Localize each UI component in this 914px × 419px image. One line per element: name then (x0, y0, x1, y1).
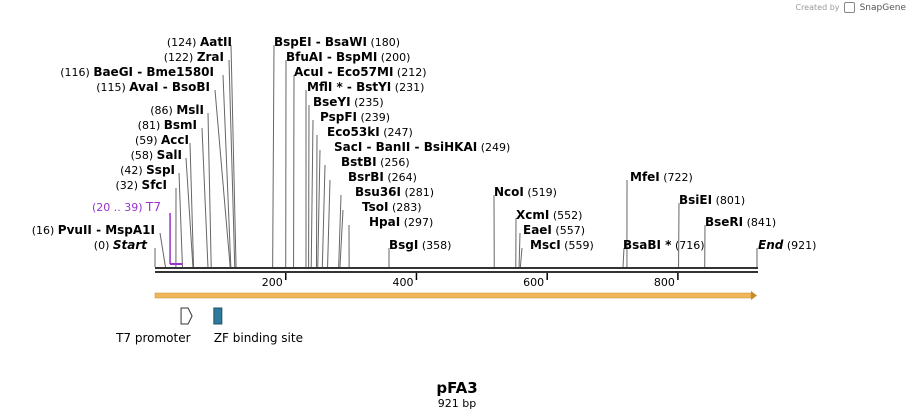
site-line (519, 247, 523, 268)
snapgene-credit: Created by SnapGene (795, 2, 906, 13)
site-line (185, 157, 194, 268)
site-line (317, 149, 321, 268)
ruler-tick-label: 400 (392, 276, 413, 289)
site-label: BstBI (256) (341, 155, 410, 169)
site-line (327, 179, 331, 268)
site-label: BfuAI - BspMI (200) (286, 50, 410, 64)
ruler-tick-label: 200 (262, 276, 283, 289)
t7-primer-label: (20 .. 39) T7 (92, 200, 161, 214)
site-label: (32) SfcI (115, 178, 167, 192)
site-label: BsrBI (264) (348, 170, 417, 184)
ruler-tick-label: 800 (654, 276, 675, 289)
site-label: (122) ZraI (164, 50, 224, 64)
orf-arrow-head (751, 291, 757, 300)
snapgene-logo-icon (844, 2, 856, 13)
site-line (228, 59, 236, 268)
site-label: (115) AvaI - BsoBI (96, 80, 210, 94)
site-label: MfeI (722) (630, 170, 693, 184)
site-label: BsiEI (801) (679, 193, 745, 207)
site-line (321, 164, 326, 268)
site-label: HpaI (297) (369, 215, 433, 229)
site-label: Bsu36I (281) (355, 185, 434, 199)
site-label: BsgI (358) (389, 238, 451, 252)
zf-binding-site-label: ZF binding site (214, 331, 303, 345)
site-line (272, 44, 275, 268)
site-label: AcuI - Eco57MI (212) (294, 65, 426, 79)
site-line (339, 209, 344, 268)
site-line (201, 127, 209, 268)
site-line (189, 142, 195, 268)
site-line (222, 74, 232, 268)
site-line (518, 232, 521, 268)
zf-binding-site-feature (213, 307, 223, 325)
site-label: (86) MslI (150, 103, 204, 117)
site-label: MscI (559) (530, 238, 594, 252)
map-length: 921 bp (437, 397, 477, 410)
site-line (622, 247, 625, 268)
site-line (338, 194, 342, 268)
site-label: (116) BaeGI - Bme1580I (60, 65, 214, 79)
site-label: (124) AatII (167, 35, 232, 49)
site-label: NcoI (519) (494, 185, 557, 199)
ruler-tick-label: 600 (523, 276, 544, 289)
site-label: SacI - BanII - BsiHKAI (249) (334, 140, 510, 154)
site-line (207, 112, 212, 268)
t7-promoter-feature (180, 307, 193, 325)
site-label: TsoI (283) (362, 200, 422, 214)
site-label: (81) BsmI (138, 118, 197, 132)
site-label: EaeI (557) (523, 223, 585, 237)
map-title: pFA3 (436, 379, 478, 397)
site-label: MflI * - BstYI (231) (307, 80, 424, 94)
site-label: (58) SalI (131, 148, 182, 162)
site-label: End (921) (758, 238, 816, 252)
t7-promoter-label: T7 promoter (115, 331, 191, 345)
credit-brand: SnapGene (859, 3, 906, 13)
site-label: (59) AccI (135, 133, 189, 147)
site-label: (0) Start (94, 238, 148, 252)
orf-arrow-body (154, 292, 752, 299)
site-label: BsaBI * (716) (623, 238, 705, 252)
site-line (159, 232, 166, 268)
site-label: BseYI (235) (313, 95, 384, 109)
site-label: (16) PvuII - MspA1I (32, 223, 155, 237)
site-label: Eco53kI (247) (327, 125, 413, 139)
site-line (310, 119, 314, 268)
site-line (230, 44, 237, 268)
site-label: BspEI - BsaWI (180) (274, 35, 400, 49)
site-label: XcmI (552) (516, 208, 582, 222)
site-label: PspFI (239) (320, 110, 390, 124)
site-label: BseRI (841) (705, 215, 776, 229)
backbone-bottom-strand (155, 271, 758, 273)
site-label: (42) SspI (120, 163, 175, 177)
site-line (178, 172, 183, 268)
backbone-top-strand (155, 267, 758, 269)
site-line (214, 89, 231, 268)
site-line (315, 134, 318, 268)
credit-prefix: Created by (795, 3, 840, 12)
